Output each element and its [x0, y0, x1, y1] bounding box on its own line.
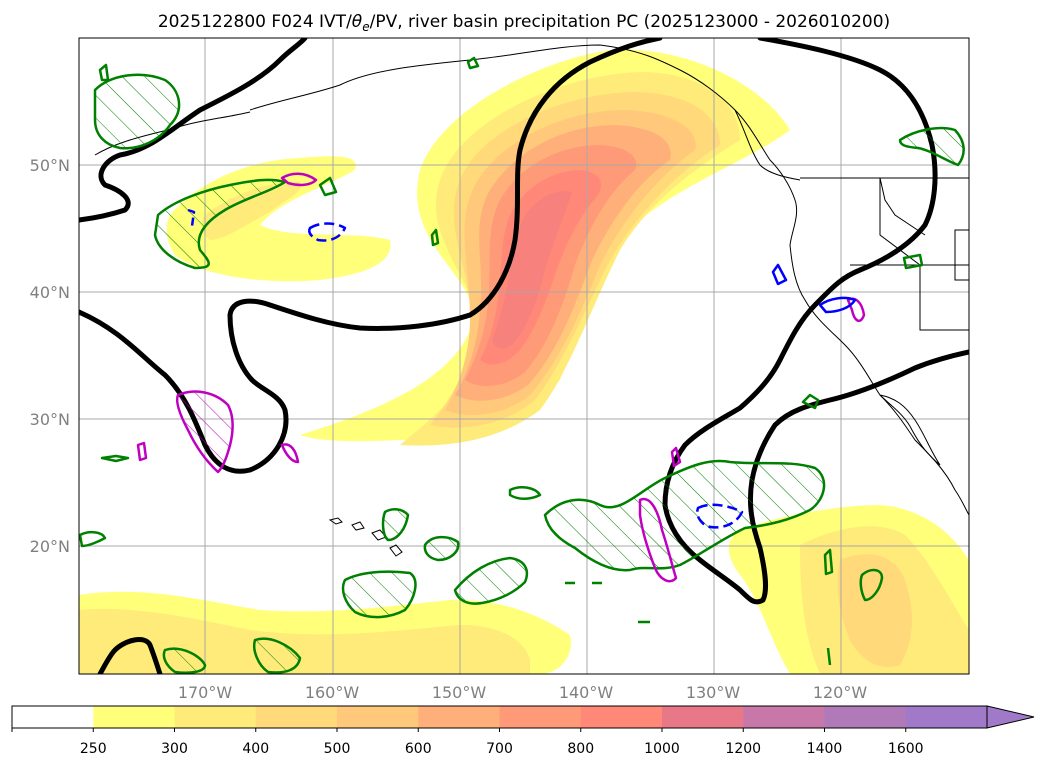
colorbar-segment [93, 706, 175, 728]
colorbar-segment [824, 706, 907, 728]
ivt-ar-800 [480, 170, 601, 365]
theta-e-small-11 [430, 228, 440, 247]
theta-e-small-4 [508, 486, 542, 500]
theta-e-hawaii-2 [453, 556, 529, 605]
theta-e-se-cluster [543, 459, 826, 572]
colorbar-segment [499, 706, 582, 728]
alaska-coast [249, 44, 801, 181]
theta-e-sw-1 [162, 647, 207, 674]
anomaly-contours [136, 172, 866, 583]
magenta-contour-2 [638, 497, 678, 583]
x-tick-label: 140°W [559, 683, 614, 702]
theta-e-west [153, 178, 287, 270]
theta-e-small-7 [801, 393, 820, 410]
theta-e-small-12 [98, 56, 480, 82]
y-tick-label: 50°N [30, 156, 70, 175]
theta-e-small-8 [318, 176, 338, 197]
theta-e-mexico [859, 568, 884, 602]
colorbar-tick-label: 500 [324, 741, 351, 757]
theta-e-sw-2 [253, 637, 302, 674]
theta-e-small-10 [823, 548, 834, 666]
chart-title: 2025122800 F024 IVT/θe/PV, river basin p… [158, 12, 890, 34]
colorbar-tick-label: 600 [405, 741, 432, 757]
blue-contour-1 [308, 222, 347, 242]
colorbar-segment [12, 706, 94, 728]
magenta-contour-1 [175, 390, 234, 474]
colorbar-segment [662, 706, 744, 728]
colorbar-tick-label: 300 [161, 741, 188, 757]
theta-e-aleutian [93, 73, 181, 150]
colorbar-segment [255, 706, 338, 728]
colorbar-segment [580, 706, 663, 728]
blue-contour-5 [187, 208, 196, 227]
colorbar: 250 300 400 500 600 700 800 1000 1200 1400 1600 [11, 705, 1035, 757]
ivt-ar-1000 [492, 190, 572, 349]
theta-e-small-1 [423, 535, 460, 562]
blue-contour-2 [696, 503, 744, 529]
theta-e-small-6 [902, 253, 924, 270]
colorbar-segment [174, 706, 257, 728]
magenta-contour-6 [670, 446, 682, 468]
blue-contour-4 [771, 263, 788, 286]
colorbar-segment [743, 706, 825, 728]
theta-e-small-2 [381, 508, 410, 542]
y-tick-label: 30°N [30, 410, 70, 429]
theta-e-canada [898, 126, 965, 167]
colorbar-segment [905, 706, 988, 728]
x-tick-label: 150°W [432, 683, 487, 702]
pv-contour-nw [79, 38, 308, 223]
theta-e-small-9 [565, 581, 650, 624]
theta-e-small-5 [100, 454, 130, 463]
x-axis-ticks: 170°W 160°W 150°W 140°W 130°W 120°W [178, 683, 868, 702]
colorbar-tick-label: 800 [567, 741, 594, 757]
x-tick-label: 170°W [178, 683, 233, 702]
colorbar-tick-label: 1000 [644, 741, 680, 757]
colorbar-segment [418, 706, 500, 728]
magenta-contour-4 [280, 443, 300, 464]
colorbar-tick-label: 1400 [807, 741, 843, 757]
theta-e-small-3 [79, 530, 107, 548]
theta-e-hawaii-1 [341, 570, 417, 619]
hawaii-islands [328, 517, 403, 557]
x-tick-label: 160°W [305, 683, 360, 702]
ivt-west-300 [201, 181, 301, 240]
x-tick-label: 120°W [813, 683, 868, 702]
y-tick-label: 20°N [30, 537, 70, 556]
colorbar-tick-label: 1600 [888, 741, 924, 757]
colorbar-tick-label: 400 [242, 741, 269, 757]
graticule [79, 38, 969, 674]
map-frame [78, 37, 970, 675]
x-tick-label: 130°W [686, 683, 741, 702]
colorbar-tick-label: 1200 [725, 741, 761, 757]
colorbar-extend-arrow [986, 705, 1035, 729]
map-panel [78, 37, 970, 675]
colorbar-tick-label: 700 [486, 741, 513, 757]
baja-peninsula [879, 394, 941, 466]
y-axis-ticks: 50°N 40°N 30°N 20°N [30, 156, 70, 556]
y-tick-label: 40°N [30, 283, 70, 302]
ivt-se-400 [837, 554, 912, 668]
colorbar-segment [337, 706, 419, 728]
blue-contour-3 [818, 296, 857, 314]
magenta-contour-3 [280, 172, 318, 187]
magenta-contour-7 [136, 441, 148, 462]
pv-contour-sw [97, 637, 163, 674]
bc-coast [734, 109, 798, 246]
theta-e-contours [79, 56, 965, 674]
colorbar-tick-label: 250 [80, 741, 107, 757]
